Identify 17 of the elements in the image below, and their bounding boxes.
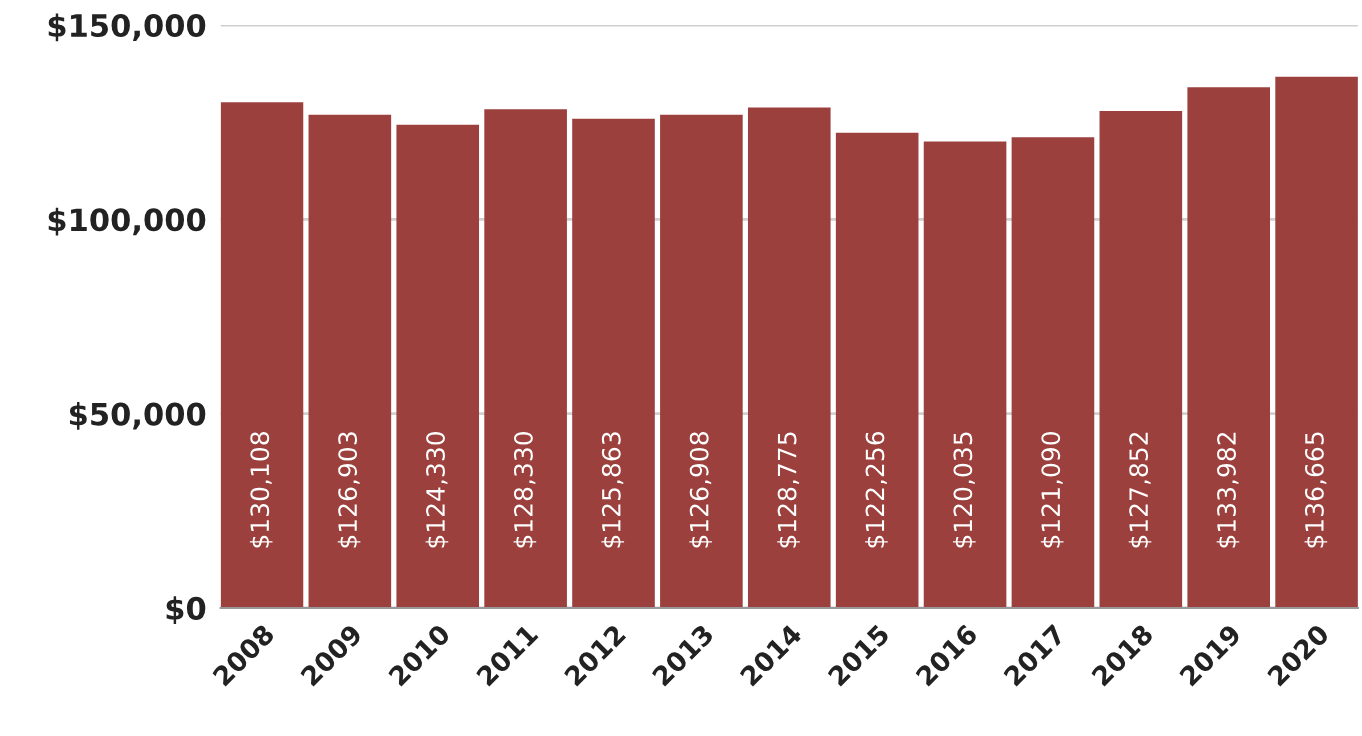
y-tick-label: $100,000 xyxy=(48,207,206,236)
y-tick-label: $50,000 xyxy=(69,402,206,430)
data-label: $136,665 xyxy=(1304,432,1328,548)
data-label: $122,256 xyxy=(865,431,888,548)
data-label: $124,330 xyxy=(425,432,449,548)
data-label: $126,908 xyxy=(689,432,712,548)
data-label: $125,863 xyxy=(601,432,625,548)
y-tick-label: $0 xyxy=(166,596,206,625)
data-label: $130,108 xyxy=(249,432,273,548)
data-label: $133,982 xyxy=(1216,432,1240,548)
data-label: $126,903 xyxy=(337,432,361,548)
data-label: $121,090 xyxy=(1040,432,1064,548)
data-label: $127,852 xyxy=(1128,432,1152,548)
data-label: $128,330 xyxy=(513,432,537,548)
data-label: $128,775 xyxy=(777,432,800,548)
data-label: $120,035 xyxy=(952,432,976,548)
y-tick-label: $150,000 xyxy=(48,13,206,42)
